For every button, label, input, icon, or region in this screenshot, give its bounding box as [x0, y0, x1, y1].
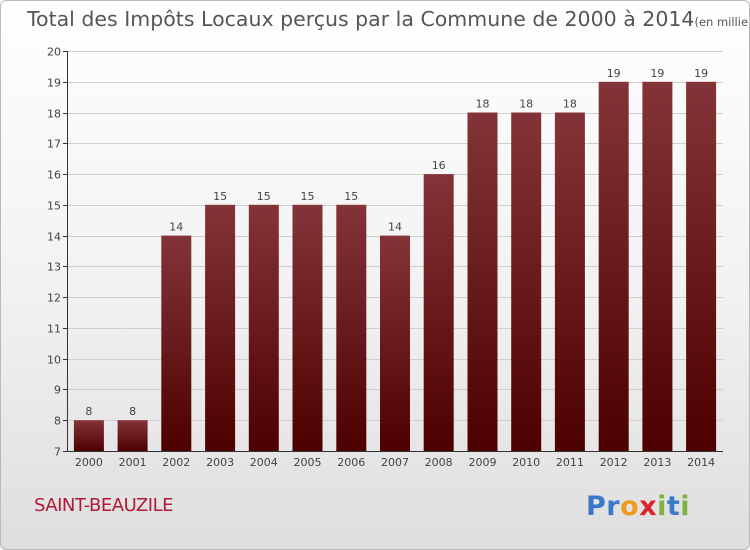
bar-value-label: 16	[432, 159, 446, 172]
chart-title-text: Total des Impôts Locaux perçus par la Co…	[27, 7, 695, 31]
x-tick-label: 2012	[600, 456, 628, 469]
logo-letter: x	[639, 491, 658, 522]
logo-letter: o	[620, 491, 640, 522]
bar	[292, 204, 323, 451]
x-tick-label: 2006	[337, 456, 365, 469]
bar-value-label: 8	[85, 405, 92, 418]
bar-value-label: 19	[607, 67, 621, 80]
bar-value-label: 18	[563, 98, 577, 111]
x-tick-label: 2007	[381, 456, 409, 469]
y-tick-label: 13	[47, 261, 61, 274]
bar-value-label: 18	[519, 98, 533, 111]
x-tick-label: 2003	[206, 456, 234, 469]
x-tick-label: 2000	[75, 456, 103, 469]
y-tick-label: 15	[47, 200, 61, 213]
bar	[423, 174, 454, 451]
bar	[248, 204, 279, 451]
y-tick-label: 20	[47, 46, 61, 59]
x-tick-label: 2009	[469, 456, 497, 469]
x-tick-label: 2013	[643, 456, 671, 469]
bar-value-label: 15	[344, 190, 358, 203]
bar	[511, 112, 542, 451]
logo-letter: P	[586, 491, 607, 522]
logo-letter: t	[666, 491, 681, 522]
bar	[117, 420, 148, 451]
y-tick-label: 11	[47, 323, 61, 336]
bar	[467, 112, 498, 451]
bar	[686, 81, 717, 452]
bar	[642, 81, 673, 452]
chart-title-unit: (en milliers d'€)	[694, 15, 749, 29]
y-tick-label: 17	[47, 138, 61, 151]
x-tick-label: 2004	[250, 456, 278, 469]
bar-value-label: 15	[257, 190, 271, 203]
x-tick-label: 2001	[119, 456, 147, 469]
bar	[598, 81, 629, 452]
logo-letter: r	[606, 491, 621, 522]
bar-value-label: 19	[650, 67, 664, 80]
y-tick-label: 10	[47, 354, 61, 367]
y-tick-label: 8	[54, 415, 61, 428]
y-tick-label: 9	[54, 384, 61, 397]
logo-letter: i	[657, 491, 667, 522]
bar	[73, 420, 104, 451]
bar-value-label: 14	[388, 221, 402, 234]
bar-value-label: 19	[694, 67, 708, 80]
bar-value-label: 14	[169, 221, 183, 234]
x-tick-label: 2011	[556, 456, 584, 469]
x-tick-label: 2010	[512, 456, 540, 469]
bar	[336, 204, 367, 451]
y-tick-label: 14	[47, 231, 61, 244]
y-tick-label: 7	[54, 446, 61, 459]
commune-name: SAINT-BEAUZILE	[34, 495, 173, 516]
x-tick-label: 2002	[162, 456, 190, 469]
x-tick-label: 2008	[425, 456, 453, 469]
proxiti-logo[interactable]: Proxiti	[586, 491, 690, 522]
bar	[205, 204, 236, 451]
x-tick-label: 2005	[294, 456, 322, 469]
x-tick-label: 2014	[687, 456, 715, 469]
y-tick-label: 16	[47, 169, 61, 182]
bar-value-label: 8	[129, 405, 136, 418]
y-tick-label: 18	[47, 108, 61, 121]
bar	[380, 235, 410, 451]
bar-value-label: 15	[213, 190, 227, 203]
chart-title: Total des Impôts Locaux perçus par la Co…	[27, 7, 749, 31]
y-tick-label: 12	[47, 292, 61, 305]
y-tick-label: 19	[47, 77, 61, 90]
logo-letter: i	[680, 491, 691, 522]
bar-value-label: 15	[301, 190, 315, 203]
bar	[161, 235, 192, 451]
bar-value-label: 18	[476, 98, 490, 111]
bar	[554, 112, 585, 451]
